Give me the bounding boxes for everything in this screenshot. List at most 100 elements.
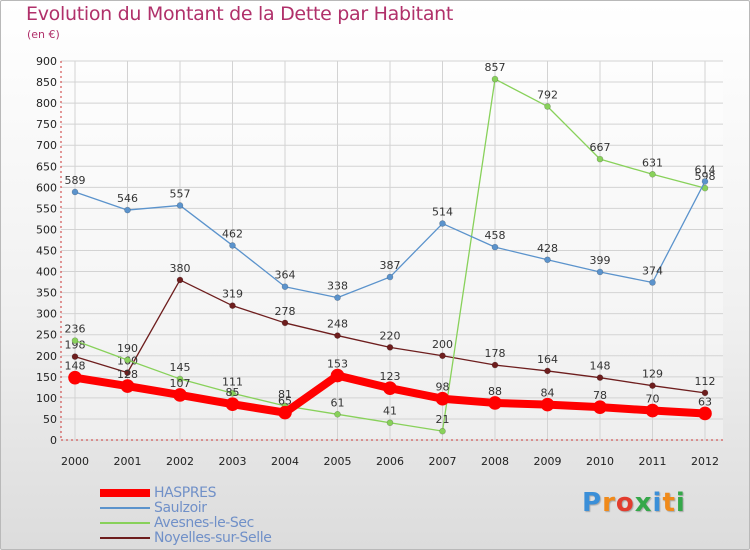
y-tick-label: 800 xyxy=(36,97,57,110)
x-tick-label: 2011 xyxy=(639,455,667,468)
data-label: 178 xyxy=(485,347,506,360)
x-tick-label: 2005 xyxy=(324,455,352,468)
data-point xyxy=(176,276,184,284)
legend-label: Noyelles-sur-Selle xyxy=(154,530,272,546)
data-point xyxy=(229,242,236,249)
y-tick-label: 650 xyxy=(36,160,57,173)
x-tick-label: 2000 xyxy=(61,455,89,468)
data-point xyxy=(334,294,341,301)
data-label: 70 xyxy=(646,393,660,406)
data-point xyxy=(544,367,551,375)
data-point xyxy=(439,220,446,227)
data-label: 190 xyxy=(117,342,138,355)
data-point xyxy=(334,332,341,339)
y-tick-label: 250 xyxy=(36,329,57,342)
data-label: 380 xyxy=(170,262,191,275)
data-label: 41 xyxy=(383,405,397,418)
data-label: 236 xyxy=(65,323,86,336)
data-point xyxy=(71,337,79,344)
data-point xyxy=(649,170,656,178)
x-tick-label: 2007 xyxy=(429,455,457,468)
data-label: 111 xyxy=(222,375,243,388)
data-label: 81 xyxy=(278,388,292,401)
data-label: 462 xyxy=(222,227,243,240)
data-point xyxy=(71,353,79,360)
legend-swatch xyxy=(100,489,150,497)
x-tick-label: 2012 xyxy=(691,455,719,468)
data-point xyxy=(645,403,660,418)
data-label: 514 xyxy=(432,206,453,219)
data-label: 399 xyxy=(590,254,611,267)
data-point xyxy=(491,243,499,251)
data-point xyxy=(596,374,604,381)
data-label: 667 xyxy=(590,141,611,154)
y-tick-label: 550 xyxy=(36,202,57,215)
data-label: 220 xyxy=(380,329,401,342)
data-label: 589 xyxy=(65,174,86,187)
y-tick-label: 850 xyxy=(36,76,57,89)
legend-swatch xyxy=(100,507,150,509)
data-point xyxy=(593,400,607,414)
data-label: 374 xyxy=(642,265,663,278)
data-label: 153 xyxy=(327,358,348,371)
legend-swatch xyxy=(100,522,150,524)
data-point xyxy=(176,202,184,209)
logo-letter: o xyxy=(615,488,635,518)
data-point xyxy=(68,370,82,385)
data-point xyxy=(330,368,345,383)
data-label: 98 xyxy=(436,381,450,394)
data-label: 319 xyxy=(222,288,243,301)
data-point xyxy=(173,388,187,402)
data-point xyxy=(701,178,709,185)
data-point xyxy=(124,369,131,376)
legend-label: Avesnes-le-Sec xyxy=(154,515,254,531)
data-label: 857 xyxy=(485,61,506,74)
data-point xyxy=(386,344,394,351)
logo-letter: i xyxy=(675,488,686,518)
y-tick-label: 100 xyxy=(36,392,57,405)
data-point xyxy=(544,103,551,110)
data-label: 614 xyxy=(695,163,716,176)
legend-label: HASPRES xyxy=(154,485,217,501)
data-point xyxy=(649,382,656,389)
data-label: 248 xyxy=(327,318,348,331)
data-label: 129 xyxy=(642,368,663,381)
x-tick-label: 2009 xyxy=(534,455,562,468)
data-label: 458 xyxy=(485,229,506,242)
y-tick-label: 900 xyxy=(36,55,57,68)
chart-subtitle: (en €) xyxy=(27,28,60,41)
data-label: 107 xyxy=(170,377,191,390)
legend-label: Saulzoir xyxy=(154,500,207,516)
y-tick-label: 400 xyxy=(36,266,57,279)
legend-swatch xyxy=(100,537,150,539)
data-point xyxy=(491,361,499,369)
data-point xyxy=(435,391,450,406)
data-label: 164 xyxy=(537,353,558,366)
x-tick-label: 2004 xyxy=(271,455,299,468)
y-tick-label: 150 xyxy=(36,371,57,384)
x-tick-label: 2010 xyxy=(586,455,614,468)
data-point xyxy=(281,283,289,291)
y-tick-label: 300 xyxy=(36,308,57,321)
x-tick-label: 2003 xyxy=(219,455,247,468)
data-point xyxy=(229,302,236,309)
data-label: 598 xyxy=(695,170,716,183)
data-point xyxy=(278,405,292,420)
data-label: 278 xyxy=(275,305,296,318)
logo-letter: P xyxy=(582,488,603,518)
y-tick-label: 450 xyxy=(36,245,57,258)
data-label: 65 xyxy=(278,395,292,408)
data-label: 85 xyxy=(226,386,240,399)
data-point xyxy=(386,273,394,281)
data-point xyxy=(491,75,499,83)
data-point xyxy=(229,389,236,397)
y-tick-label: 600 xyxy=(36,181,57,194)
data-label: 387 xyxy=(380,259,401,272)
data-point xyxy=(596,268,604,276)
data-label: 21 xyxy=(436,413,450,426)
data-point xyxy=(649,279,656,286)
data-label: 428 xyxy=(537,242,558,255)
data-point xyxy=(383,381,397,396)
